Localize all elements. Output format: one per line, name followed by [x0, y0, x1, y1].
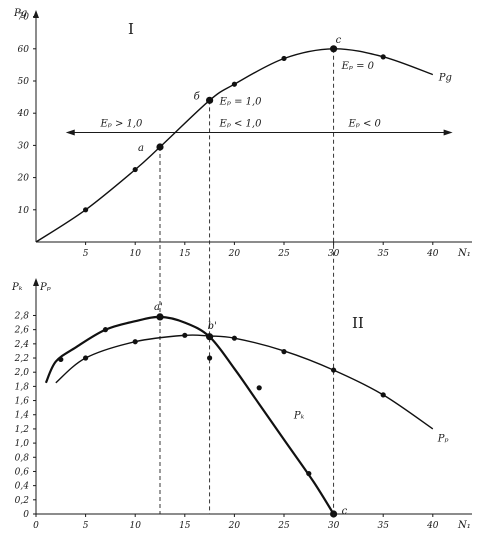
panel-i-data-point — [330, 45, 338, 53]
panel-ii-data-point — [102, 327, 109, 333]
panel-i-x-tick-label: 40 — [426, 249, 439, 259]
panel-ii-x-label: N₁ — [457, 520, 471, 531]
panel-ii-data-point — [380, 392, 386, 398]
panel-ii-series-line-pk — [44, 315, 335, 515]
panel-i-y-tick-label: 70 — [18, 13, 30, 23]
panel-i-x-tick-label: 35 — [377, 249, 389, 259]
panel-ii-point-label: a' — [154, 302, 163, 313]
panel-ii-y-tick-label: 0,8 — [15, 453, 30, 463]
panel-ii-x-tick-label: 35 — [377, 521, 389, 531]
panel-ii-data-point — [306, 470, 312, 477]
panel-label-i: I — [128, 20, 134, 38]
panel-ii-x-tick-label: 10 — [129, 521, 141, 531]
panel-i-y-tick-label: 60 — [18, 45, 30, 55]
panel-i-point-label: б — [194, 91, 201, 102]
panel-ii-data-point — [156, 313, 164, 321]
panel-i: Pg N₁ I Pg 5 10 15 20 25 30 35 40 10 20 30 40 50 60 7… — [13, 8, 472, 514]
panel-i-x-tick-label: 25 — [277, 249, 290, 259]
panel-label-ii: II — [352, 314, 364, 332]
panel-ii-y-tick-label: 2,6 — [14, 326, 30, 336]
panel-ii-y-tick-label: 1,0 — [15, 439, 30, 449]
panel-i-series-name: Pg — [438, 73, 452, 84]
panel-i-data-point — [156, 143, 164, 151]
panel-i-annotation: Eₚ < 1,0 — [219, 119, 263, 130]
panel-ii-data-point — [58, 356, 64, 363]
panel-i-data-point — [83, 207, 89, 213]
panel-ii-y-tick-label: 2,8 — [14, 311, 30, 321]
panel-i-y-tick-label: 30 — [18, 141, 30, 151]
panel-i-y-tick-label: 20 — [17, 174, 30, 184]
panel-ii-point-label: b' — [208, 321, 217, 332]
arrow-head-right — [443, 129, 453, 136]
panel-i-y-tick-label: 50 — [18, 77, 30, 87]
panel-i-data-point — [206, 96, 214, 104]
panel-i-x-tick-label: 15 — [179, 249, 191, 259]
panel-i-annotation: Eₚ = 1,0 — [219, 96, 263, 107]
panel-i-data-point — [380, 54, 386, 60]
panel-ii-data-point — [207, 355, 213, 361]
panel-i-y-tick-label: 40 — [17, 109, 30, 119]
panel-i-data-point — [231, 81, 237, 87]
panel-ii-point-label: c — [342, 506, 348, 517]
panel-i-annotation: Eₚ > 1,0 — [99, 119, 143, 130]
panel-ii-y-tick-label: 2,4 — [14, 340, 30, 350]
panel-ii-y-tick-label: 1,4 — [15, 411, 30, 421]
panel-ii-x-tick-label: 15 — [179, 521, 191, 531]
panel-i-annotation: Eₚ = 0 — [341, 61, 375, 72]
panel-ii-data-point — [83, 355, 89, 361]
panel-ii-series-name: Pₖ — [293, 410, 305, 421]
panel-ii-data-point — [331, 367, 337, 373]
panel-i-series-line-pg — [35, 48, 434, 243]
panel-ii-data-point — [256, 385, 262, 391]
panel-ii-series-name: Pₚ — [437, 434, 449, 445]
panel-ii-data-point — [231, 335, 237, 341]
panel-ii-series-line-pp — [55, 334, 434, 430]
panel-ii-y-tick-label: 0,4 — [15, 482, 30, 492]
panel-i-y-label: Pg — [13, 8, 27, 19]
panel-ii-x-tick-label: 5 — [83, 521, 89, 531]
panel-ii-y-tick-label: 2,0 — [14, 368, 30, 378]
panel-i-data-point — [132, 166, 138, 173]
panel-ii-x-tick-label: 40 — [426, 521, 439, 531]
panel-ii-y-tick-label: 2,2 — [14, 354, 30, 364]
panel-ii-x-tick-label: 25 — [277, 521, 290, 531]
panel-ii-y-label-k: Pₖ — [11, 282, 23, 293]
panel-ii-data-point — [281, 349, 287, 355]
panel-i-y-axis-arrow — [33, 10, 39, 18]
panel-ii-x-tick-label: 30 — [328, 521, 340, 531]
arrow-head-left — [65, 129, 75, 136]
panel-ii-y-axis-arrow — [33, 278, 39, 286]
panel-ii-x-tick-label: 0 — [33, 521, 39, 531]
panel-ii-x-tick-label: 20 — [228, 521, 241, 531]
panel-ii-y-tick-label: 1,2 — [15, 425, 30, 435]
panel-ii-y-tick-label: 0,6 — [15, 467, 30, 477]
panel-i-point-label: a — [138, 143, 144, 154]
panel-i-x-tick-label: 5 — [83, 249, 89, 259]
panel-i-x-tick-label: 20 — [228, 249, 241, 259]
panel-i-x-tick-label: 30 — [328, 249, 340, 259]
panel-ii-y-tick-label: 1,8 — [15, 382, 30, 392]
panel-i-annotation: Eₚ < 0 — [347, 119, 381, 130]
panel-i-x-label: N₁ — [457, 248, 471, 259]
panel-ii-y-tick-label: 0,2 — [15, 496, 30, 506]
panel-ii-data-point — [206, 333, 214, 341]
panel-ii: Pₖ Pₚ N₁ II Pₖ Pₚ 0 5 10 15 20 25 30 35 40 0 0,2 0,… — [11, 278, 472, 531]
panel-ii-y-tick-label: 0 — [23, 510, 29, 520]
panel-ii-y-label-p: Pₚ — [39, 282, 51, 293]
panel-i-data-point — [281, 55, 287, 62]
panel-ii-data-point — [182, 332, 188, 338]
panel-ii-y-tick-label: 1,6 — [15, 397, 30, 407]
panel-ii-data-point — [132, 339, 138, 345]
panel-i-point-label: c — [336, 35, 342, 46]
panel-i-y-tick-label: 10 — [18, 206, 30, 216]
panel-i-x-tick-label: 10 — [129, 249, 141, 259]
